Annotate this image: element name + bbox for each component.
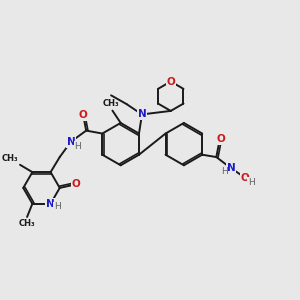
Text: H: H xyxy=(248,178,254,187)
Text: O: O xyxy=(216,134,225,144)
Text: N: N xyxy=(46,199,55,209)
Text: N: N xyxy=(67,137,75,147)
Text: CH₃: CH₃ xyxy=(103,99,119,108)
Text: CH₃: CH₃ xyxy=(2,154,19,163)
Text: H: H xyxy=(221,167,228,176)
Text: H: H xyxy=(54,202,60,211)
Text: O: O xyxy=(241,172,250,183)
Text: O: O xyxy=(71,179,80,189)
Text: N: N xyxy=(226,163,236,173)
Text: H: H xyxy=(74,142,81,151)
Text: O: O xyxy=(167,76,175,86)
Text: CH₃: CH₃ xyxy=(19,219,35,228)
Text: N: N xyxy=(138,110,146,119)
Text: O: O xyxy=(79,110,88,120)
